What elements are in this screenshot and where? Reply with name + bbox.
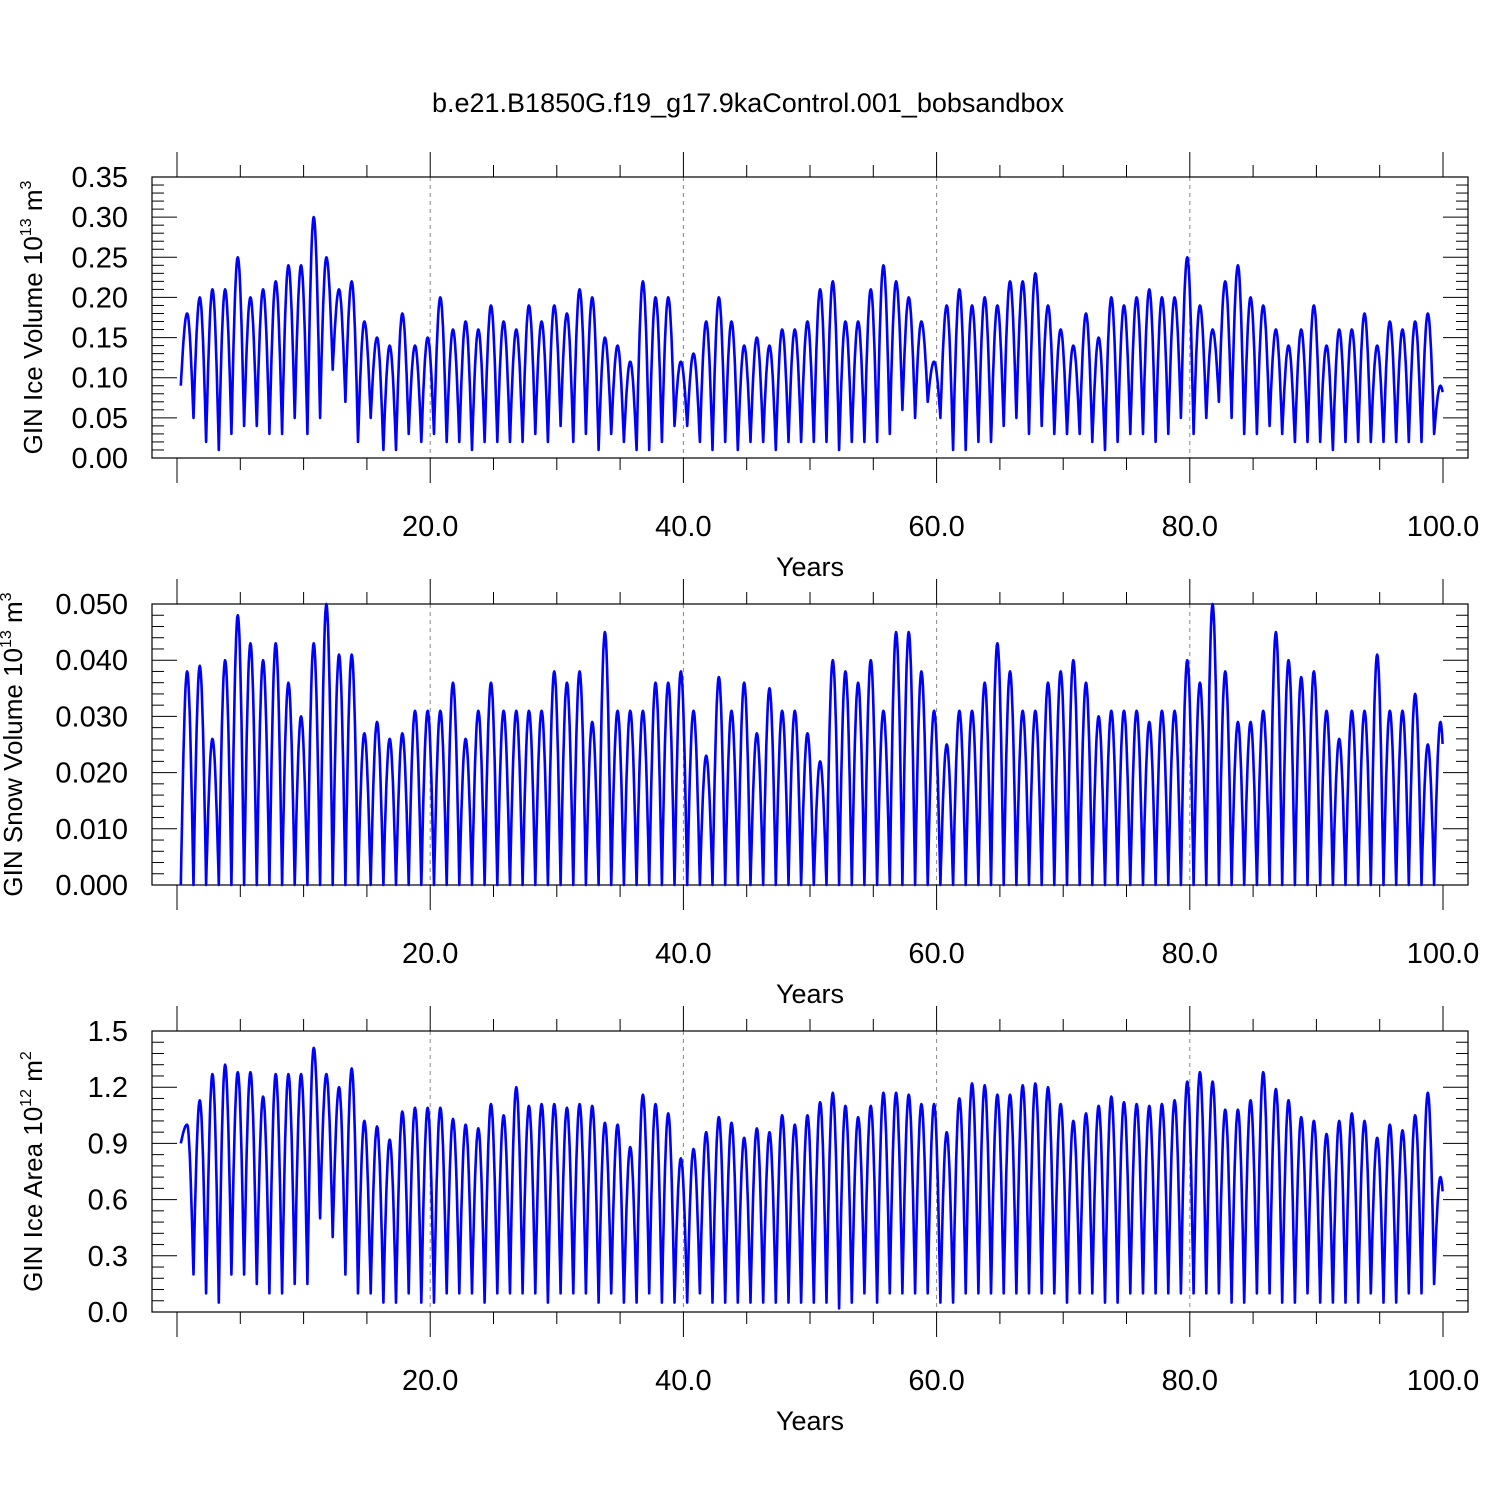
x-tick-label: 80.0 xyxy=(1162,938,1218,970)
y-tick-label: 0.00 xyxy=(72,443,128,475)
y-tick-label: 0.6 xyxy=(88,1185,128,1217)
y-tick-label: 0.020 xyxy=(55,758,128,790)
y-tick-label: 0.050 xyxy=(55,589,128,621)
y-tick-label: 0.010 xyxy=(55,814,128,846)
x-tick-label: 100.0 xyxy=(1407,511,1480,543)
y-tick-label: 0.15 xyxy=(72,323,128,355)
y-tick-label: 0.10 xyxy=(72,363,128,395)
x-tick-label: 60.0 xyxy=(908,938,964,970)
y-tick-label: 0.0 xyxy=(88,1297,128,1329)
y-tick-label: 0.35 xyxy=(72,162,128,194)
x-axis-label: Years xyxy=(776,979,844,1009)
x-tick-label: 20.0 xyxy=(402,511,458,543)
x-axis-label: Years xyxy=(776,1406,844,1436)
y-tick-label: 0.9 xyxy=(88,1128,128,1160)
series-line xyxy=(179,602,1444,887)
panel-1: 0.00 0.05 0.10 0.15 0.20 0.25 0.30 0.35 20.0 40.0… xyxy=(18,152,1479,582)
x-tick-label: 80.0 xyxy=(1162,511,1218,543)
x-tick-label: 60.0 xyxy=(908,511,964,543)
x-tick-label: 40.0 xyxy=(655,938,711,970)
x-tick-label: 100.0 xyxy=(1407,1365,1480,1397)
series-line xyxy=(179,215,1444,452)
y-tick-label: 1.5 xyxy=(88,1016,128,1048)
x-tick-label: 20.0 xyxy=(402,938,458,970)
y-axis-label: GIN Ice Volume 1013 m3 xyxy=(18,180,48,454)
figure-title: b.e21.B1850G.f19_g17.9kaControl.001_bobs… xyxy=(432,88,1065,118)
y-tick-label: 0.3 xyxy=(88,1241,128,1273)
x-tick-label: 40.0 xyxy=(655,1365,711,1397)
panel-3: 0.0 0.3 0.6 0.9 1.2 1.5 20.0 40.0 60.0 80.0 100.0 Y… xyxy=(18,1006,1479,1436)
x-tick-label: 40.0 xyxy=(655,511,711,543)
y-axis-label: GIN Ice Area 1012 m2 xyxy=(18,1051,48,1292)
panels: 0.00 0.05 0.10 0.15 0.20 0.25 0.30 0.35 20.0 40.0… xyxy=(0,152,1479,1436)
x-tick-label: 20.0 xyxy=(402,1365,458,1397)
x-axis-label: Years xyxy=(776,552,844,582)
panel-2: 0.000 0.010 0.020 0.030 0.040 0.050 20.0 40.0 60… xyxy=(0,579,1479,1009)
y-tick-label: 0.25 xyxy=(72,242,128,274)
y-tick-label: 0.30 xyxy=(72,202,128,234)
y-tick-label: 0.040 xyxy=(55,645,128,677)
y-tick-label: 0.05 xyxy=(72,403,128,435)
y-tick-label: 0.030 xyxy=(55,701,128,733)
y-tick-label: 0.000 xyxy=(55,870,128,902)
y-tick-label: 1.2 xyxy=(88,1072,128,1104)
y-axis-label: GIN Snow Volume 1013 m3 xyxy=(0,592,28,896)
x-tick-label: 80.0 xyxy=(1162,1365,1218,1397)
y-tick-label: 0.20 xyxy=(72,282,128,314)
x-tick-label: 100.0 xyxy=(1407,938,1480,970)
series-line xyxy=(179,1046,1444,1310)
x-tick-label: 60.0 xyxy=(908,1365,964,1397)
